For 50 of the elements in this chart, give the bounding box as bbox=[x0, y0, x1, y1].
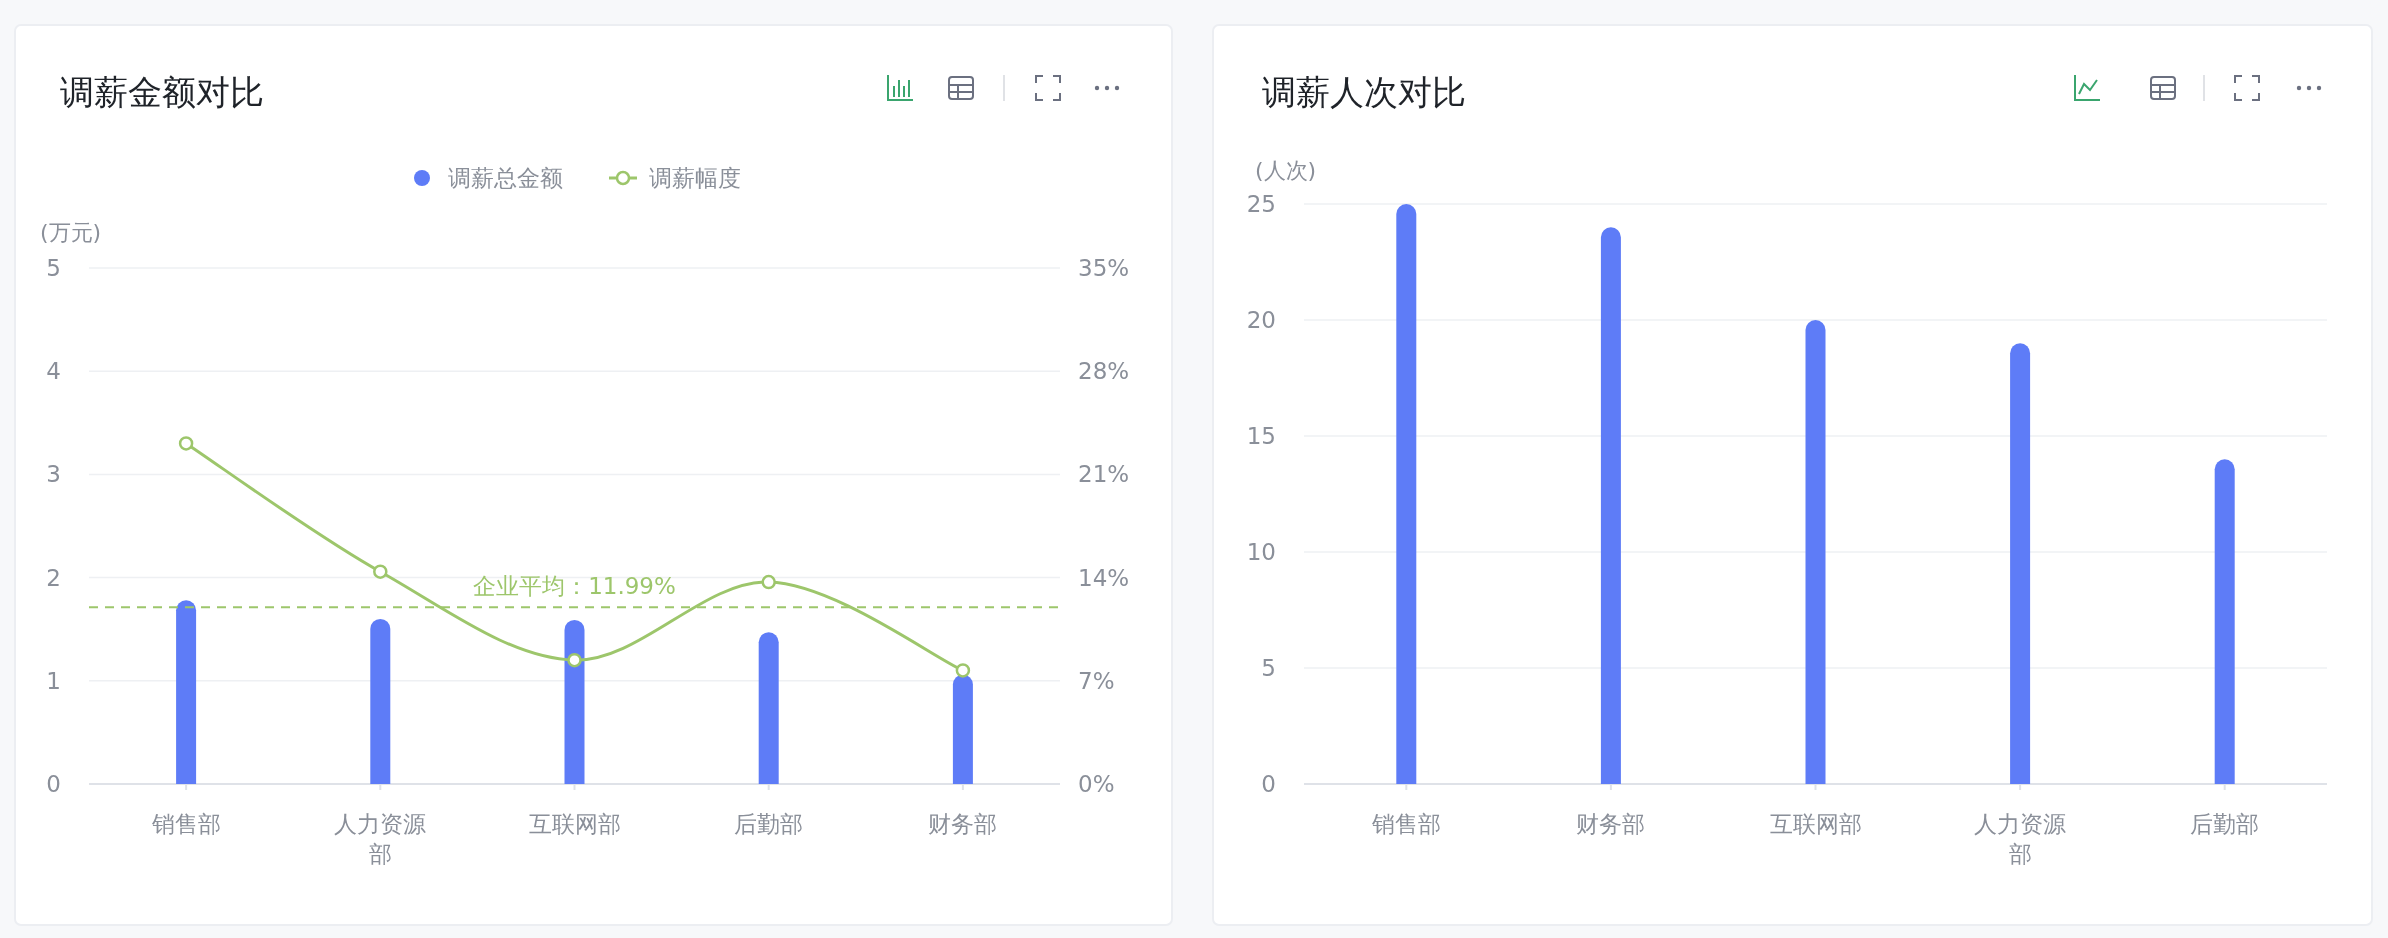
x-tick-label: 互联网部 bbox=[1769, 811, 1862, 837]
y-tick-label: 0 bbox=[46, 771, 61, 797]
point bbox=[178, 436, 194, 451]
bar bbox=[2010, 343, 2031, 784]
point bbox=[761, 574, 776, 590]
bar bbox=[176, 600, 197, 784]
bar bbox=[952, 674, 973, 784]
y2-tick-label: 35% bbox=[1078, 255, 1130, 281]
y2-tick-label: 21% bbox=[1078, 461, 1130, 488]
x-tick-label: 销售部 bbox=[1370, 811, 1441, 837]
chart-title: 调薪人次对比 bbox=[1262, 72, 1466, 112]
bar bbox=[758, 632, 779, 784]
y-axis-title: (万元) bbox=[40, 220, 102, 245]
y-tick-label: 4 bbox=[46, 358, 61, 385]
x-tick-label: 财务部 bbox=[928, 811, 998, 837]
y-tick-label: 25 bbox=[1246, 191, 1276, 217]
y-tick-label: 15 bbox=[1246, 423, 1276, 449]
bar bbox=[1600, 227, 1621, 784]
legend-label: 调薪幅度 bbox=[649, 165, 741, 191]
x-tick-label: 销售部 bbox=[150, 811, 221, 837]
y-tick-label: 5 bbox=[46, 255, 61, 281]
y2-tick-label: 0% bbox=[1078, 771, 1115, 797]
y-tick-label: 10 bbox=[1246, 539, 1276, 565]
bar bbox=[564, 619, 585, 784]
y2-tick-label: 28% bbox=[1078, 358, 1130, 385]
point bbox=[373, 564, 388, 579]
legend-label: 调薪总金额 bbox=[448, 165, 563, 191]
y2-tick-label: 14% bbox=[1078, 564, 1130, 591]
x-tick-label: 人力资源部 bbox=[334, 811, 427, 867]
point bbox=[955, 663, 971, 678]
y2-tick-label: 7% bbox=[1078, 667, 1115, 694]
y-axis-title: (人次) bbox=[1255, 158, 1317, 183]
y-tick-label: 5 bbox=[1261, 655, 1276, 681]
point bbox=[567, 652, 582, 668]
x-tick-label: 互联网部 bbox=[528, 811, 621, 837]
y-tick-label: 1 bbox=[46, 667, 61, 694]
y-tick-label: 20 bbox=[1246, 307, 1276, 333]
bar bbox=[1396, 204, 1417, 784]
y-tick-label: 0 bbox=[1261, 771, 1276, 797]
x-tick-label: 财务部 bbox=[1576, 811, 1646, 837]
ref-line-label: 企业平均：11.99% bbox=[473, 573, 676, 600]
y-tick-label: 3 bbox=[46, 461, 61, 488]
y-tick-label: 2 bbox=[46, 564, 61, 591]
x-tick-label: 人力资源部 bbox=[1974, 811, 2067, 867]
chart-title: 调薪金额对比 bbox=[60, 72, 264, 112]
bar bbox=[2214, 459, 2235, 784]
bar bbox=[370, 618, 391, 784]
bar bbox=[1805, 320, 1826, 784]
x-tick-label: 后勤部 bbox=[2190, 811, 2260, 837]
x-tick-label: 后勤部 bbox=[734, 811, 804, 837]
